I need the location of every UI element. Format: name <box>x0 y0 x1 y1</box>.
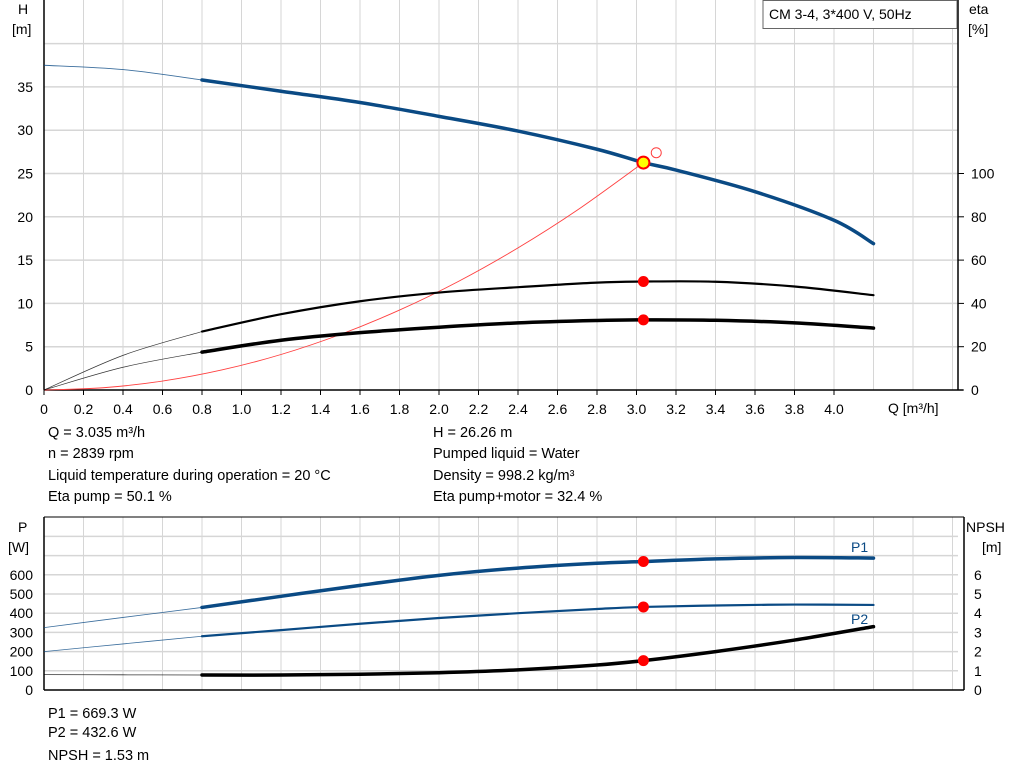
x-tick-label: 2.8 <box>587 401 607 417</box>
h-tick-label: 25 <box>17 166 33 182</box>
x-tick-label: 2.2 <box>469 401 489 417</box>
x-tick-label: 3.0 <box>627 401 647 417</box>
h-axis-unit: [m] <box>12 21 31 37</box>
p-tick-label: 500 <box>10 586 34 602</box>
x-tick-label: 0.8 <box>192 401 212 417</box>
p-tick-label: 300 <box>10 624 34 640</box>
eta-tick-label: 60 <box>971 252 987 268</box>
p-tick-label: 0 <box>25 682 33 698</box>
x-tick-label: 1.2 <box>271 401 291 417</box>
eta-tick-label: 40 <box>971 295 987 311</box>
x-tick-label: 2.4 <box>508 401 528 417</box>
x-tick-label: 0.2 <box>74 401 94 417</box>
x-tick-label: 3.8 <box>785 401 805 417</box>
q-axis-label: Q [m³/h] <box>888 400 939 416</box>
curves <box>43 64 876 677</box>
head-curve-extrapolated <box>43 64 203 81</box>
npsh-curve <box>200 624 876 677</box>
system-curve <box>43 162 644 391</box>
x-tick-label: 3.4 <box>706 401 726 417</box>
x-tick-label: 3.2 <box>666 401 686 417</box>
eta-axis-label: eta <box>969 1 989 17</box>
p2-curve-extrapolated <box>43 635 203 652</box>
p2-series-label: P2 <box>851 611 868 627</box>
h-tick-label: 30 <box>17 122 33 138</box>
npsh-axis-label: NPSH <box>966 519 1005 535</box>
x-tick-label: 0.4 <box>113 401 133 417</box>
npsh-tick-label: 0 <box>974 682 982 698</box>
eta-pump-curve <box>200 280 875 333</box>
npsh-axis-unit: [m] <box>982 539 1001 555</box>
head-curve <box>200 78 876 246</box>
info-liquid: Pumped liquid = Water <box>433 446 580 462</box>
p-tick-label: 400 <box>10 605 34 621</box>
eta-pump-duty-marker <box>637 276 649 288</box>
tick-labels: 0 0.2 0.4 0.6 0.8 1.0 1.2 1.4 1.6 1.8 2.0 2.2 2.4 2.6… <box>10 79 995 698</box>
npsh-tick-label: 6 <box>974 567 982 583</box>
x-tick-label: 1.0 <box>232 401 252 417</box>
info-flow: Q = 3.035 m³/h <box>48 425 146 441</box>
h-tick-label: 15 <box>17 252 33 268</box>
pump-model-label: CM 3-4, 3*400 V, 50Hz <box>769 6 912 22</box>
eta-tick-label: 0 <box>971 382 979 398</box>
eta-pump-motor-curve <box>200 318 876 354</box>
p1-duty-marker <box>637 555 649 567</box>
info-speed: n = 2839 rpm <box>48 446 134 462</box>
h-tick-label: 10 <box>17 295 33 311</box>
info-temperature: Liquid temperature during operation = 20… <box>48 468 331 484</box>
head-duty-point-marker <box>636 155 651 170</box>
eta-pump-motor-duty-marker <box>637 314 649 326</box>
x-tick-label: 0 <box>40 401 48 417</box>
h-tick-label: 5 <box>25 339 33 355</box>
x-tick-label: 1.6 <box>350 401 370 417</box>
info-density: Density = 998.2 kg/m³ <box>433 468 575 484</box>
p2-duty-marker <box>637 601 649 613</box>
info-head: H = 26.26 m <box>433 425 513 441</box>
info-p2: P2 = 432.6 W <box>48 725 137 741</box>
x-tick-label: 4.0 <box>824 401 844 417</box>
info-eta-pump-motor: Eta pump+motor = 32.4 % <box>433 489 603 505</box>
p-tick-label: 200 <box>10 644 34 660</box>
x-tick-label: 3.6 <box>745 401 765 417</box>
p-axis-label: P <box>18 519 27 535</box>
x-tick-label: 2.0 <box>429 401 449 417</box>
npsh-tick-label: 1 <box>974 663 982 679</box>
p2-curve <box>200 603 875 638</box>
h-tick-label: 35 <box>17 79 33 95</box>
npsh-tick-label: 2 <box>974 644 982 660</box>
info-p1: P1 = 669.3 W <box>48 706 137 722</box>
eta-tick-label: 20 <box>971 339 987 355</box>
p1-curve <box>200 555 876 610</box>
h-axis-label: H <box>18 1 28 17</box>
p-tick-label: 600 <box>10 567 34 583</box>
head-chart-grid <box>43 0 963 391</box>
eta-tick-label: 80 <box>971 209 987 225</box>
p-axis-unit: [W] <box>8 539 29 555</box>
npsh-duty-marker <box>637 655 649 667</box>
requested-point-marker <box>650 147 662 159</box>
p1-series-label: P1 <box>851 539 868 555</box>
eta-axis-unit: [%] <box>968 21 988 37</box>
eta-tick-label: 100 <box>971 166 995 182</box>
h-tick-label: 20 <box>17 209 33 225</box>
p1-curve-extrapolated <box>43 607 203 628</box>
power-chart-grid <box>43 516 965 691</box>
x-tick-label: 1.8 <box>390 401 410 417</box>
legend-box <box>762 0 958 29</box>
npsh-tick-label: 4 <box>974 605 982 621</box>
npsh-tick-label: 5 <box>974 586 982 602</box>
eta-pump-curve-extrapolated <box>43 331 203 391</box>
x-tick-label: 2.6 <box>548 401 568 417</box>
info-eta-pump: Eta pump = 50.1 % <box>48 489 172 505</box>
p-tick-label: 100 <box>10 663 34 679</box>
x-tick-label: 1.4 <box>311 401 331 417</box>
eta-pump-motor-curve-extrapolated <box>43 351 203 391</box>
npsh-tick-label: 3 <box>974 624 982 640</box>
info-npsh: NPSH = 1.53 m <box>48 748 150 764</box>
h-tick-label: 0 <box>25 382 33 398</box>
x-tick-label: 0.6 <box>153 401 173 417</box>
